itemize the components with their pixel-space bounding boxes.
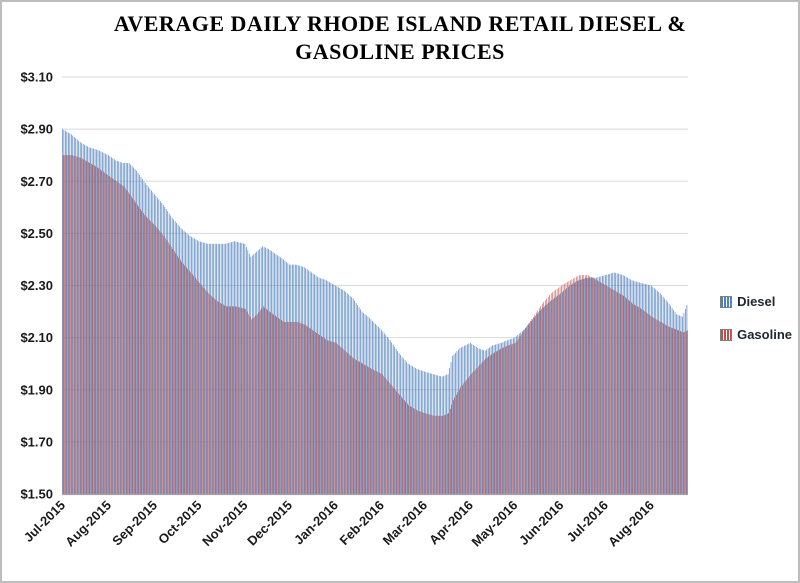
legend-item-gasoline: Gasoline <box>720 327 792 342</box>
x-tick-label: Oct-2015 <box>155 498 204 547</box>
legend-label-diesel: Diesel <box>737 294 776 309</box>
y-tick-label: $3.10 <box>20 70 53 85</box>
y-tick-label: $2.10 <box>20 330 53 345</box>
legend-label-gasoline: Gasoline <box>737 327 792 342</box>
x-tick-label: Dec-2015 <box>244 498 295 549</box>
x-tick-label: Feb-2016 <box>337 498 387 548</box>
x-tick-label: Aug-2016 <box>605 498 657 550</box>
x-tick-label: Aug-2015 <box>62 498 114 550</box>
x-tick-label: May-2016 <box>469 498 521 550</box>
x-tick-label: Mar-2016 <box>380 498 430 548</box>
x-tick-label: Jul-2015 <box>21 498 68 545</box>
x-tick-label: Jul-2016 <box>564 498 611 545</box>
gasoline-swatch-icon <box>720 328 733 341</box>
y-tick-label: $1.90 <box>20 382 53 397</box>
diesel-series <box>62 129 688 495</box>
legend: Diesel Gasoline <box>720 294 792 342</box>
y-tick-label: $2.50 <box>20 226 53 241</box>
x-tick-label: Sep-2015 <box>109 498 160 549</box>
y-tick-label: $2.30 <box>20 278 53 293</box>
chart-title: AVERAGE DAILY RHODE ISLAND RETAIL DIESEL… <box>2 10 798 65</box>
y-tick-label: $2.70 <box>20 174 53 189</box>
legend-item-diesel: Diesel <box>720 294 792 309</box>
y-tick-label: $1.70 <box>20 434 53 449</box>
y-tick-label: $2.90 <box>20 122 53 137</box>
chart-title-line2: GASOLINE PRICES <box>295 38 505 64</box>
y-tick-label: $1.50 <box>20 487 53 502</box>
gasoline-series <box>62 155 688 495</box>
x-tick-label: Nov-2015 <box>199 498 250 549</box>
chart-title-line1: AVERAGE DAILY RHODE ISLAND RETAIL DIESEL… <box>113 11 687 36</box>
x-tick-label: Jan-2016 <box>291 498 341 548</box>
x-tick-label: Jun-2016 <box>516 498 566 548</box>
diesel-swatch-icon <box>720 295 733 308</box>
